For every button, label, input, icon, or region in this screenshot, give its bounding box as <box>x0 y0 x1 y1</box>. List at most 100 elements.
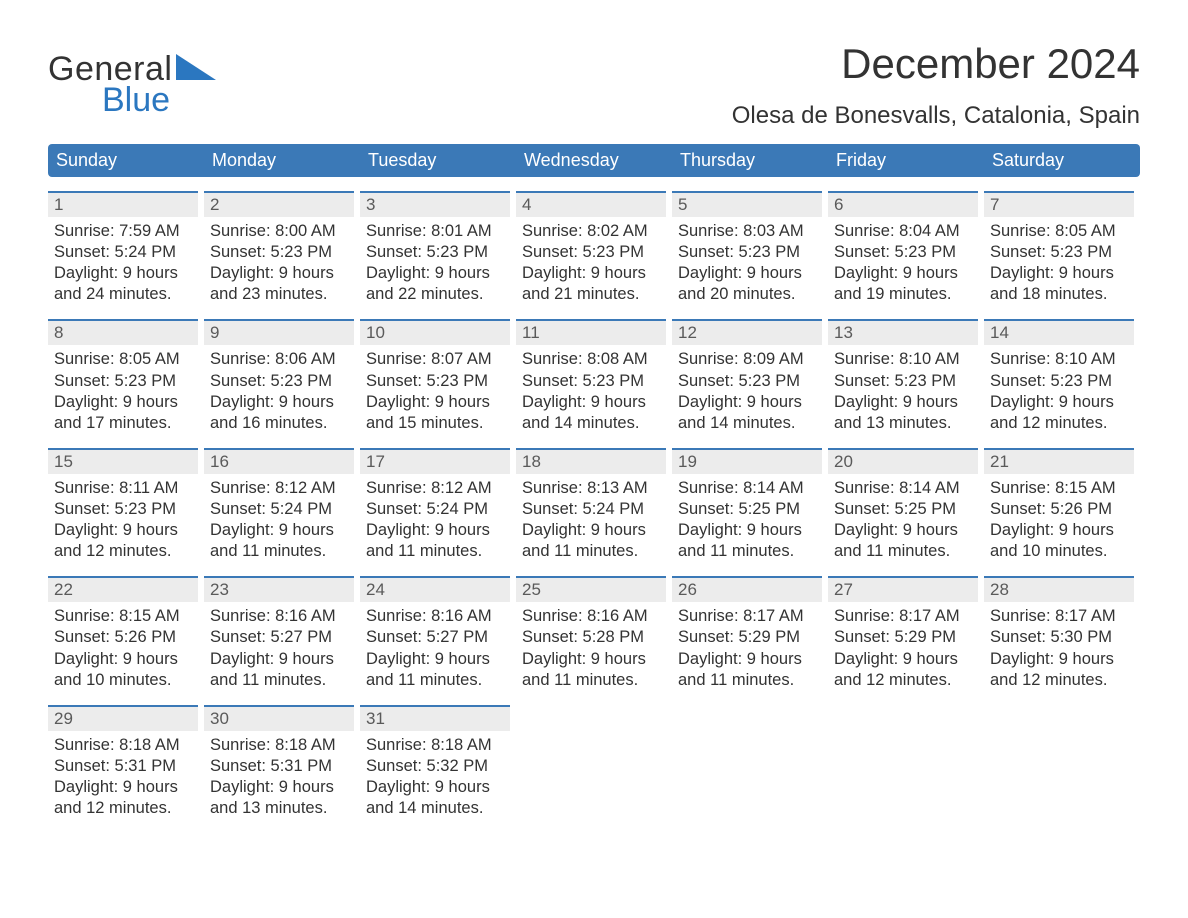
day-details: Sunrise: 8:10 AMSunset: 5:23 PMDaylight:… <box>828 345 978 433</box>
calendar-day: 10Sunrise: 8:07 AMSunset: 5:23 PMDayligh… <box>360 319 516 433</box>
sunset-text: Sunset: 5:32 PM <box>366 756 504 777</box>
sunrise-text: Sunrise: 8:05 AM <box>990 221 1128 242</box>
header: General Blue December 2024 Olesa de Bone… <box>48 40 1140 130</box>
calendar-day: 13Sunrise: 8:10 AMSunset: 5:23 PMDayligh… <box>828 319 984 433</box>
day-details: Sunrise: 8:01 AMSunset: 5:23 PMDaylight:… <box>360 217 510 305</box>
day-details: Sunrise: 8:17 AMSunset: 5:30 PMDaylight:… <box>984 602 1134 690</box>
sunrise-text: Sunrise: 8:06 AM <box>210 349 348 370</box>
calendar-day <box>828 705 984 819</box>
day-details: Sunrise: 8:16 AMSunset: 5:27 PMDaylight:… <box>204 602 354 690</box>
calendar-day: 24Sunrise: 8:16 AMSunset: 5:27 PMDayligh… <box>360 576 516 690</box>
daylight-text: Daylight: 9 hours <box>54 649 192 670</box>
day-details: Sunrise: 8:05 AMSunset: 5:23 PMDaylight:… <box>48 345 198 433</box>
sunset-text: Sunset: 5:23 PM <box>834 242 972 263</box>
day-details: Sunrise: 8:08 AMSunset: 5:23 PMDaylight:… <box>516 345 666 433</box>
daylight-text: and 20 minutes. <box>678 284 816 305</box>
daylight-text: Daylight: 9 hours <box>366 777 504 798</box>
day-details: Sunrise: 8:18 AMSunset: 5:31 PMDaylight:… <box>204 731 354 819</box>
calendar-day: 28Sunrise: 8:17 AMSunset: 5:30 PMDayligh… <box>984 576 1140 690</box>
daylight-text: Daylight: 9 hours <box>990 649 1128 670</box>
sunrise-text: Sunrise: 8:00 AM <box>210 221 348 242</box>
sunset-text: Sunset: 5:23 PM <box>678 371 816 392</box>
sunrise-text: Sunrise: 8:10 AM <box>834 349 972 370</box>
sunrise-text: Sunrise: 8:18 AM <box>366 735 504 756</box>
sunset-text: Sunset: 5:24 PM <box>54 242 192 263</box>
day-details: Sunrise: 8:18 AMSunset: 5:31 PMDaylight:… <box>48 731 198 819</box>
day-details: Sunrise: 8:14 AMSunset: 5:25 PMDaylight:… <box>672 474 822 562</box>
daylight-text: Daylight: 9 hours <box>54 263 192 284</box>
sunrise-text: Sunrise: 8:09 AM <box>678 349 816 370</box>
day-number: 10 <box>360 319 510 345</box>
calendar-day: 30Sunrise: 8:18 AMSunset: 5:31 PMDayligh… <box>204 705 360 819</box>
day-details: Sunrise: 8:04 AMSunset: 5:23 PMDaylight:… <box>828 217 978 305</box>
calendar-week: 1Sunrise: 7:59 AMSunset: 5:24 PMDaylight… <box>48 191 1140 305</box>
sunset-text: Sunset: 5:25 PM <box>834 499 972 520</box>
sunset-text: Sunset: 5:26 PM <box>54 627 192 648</box>
daylight-text: and 12 minutes. <box>834 670 972 691</box>
sunset-text: Sunset: 5:23 PM <box>210 242 348 263</box>
day-number: 21 <box>984 448 1134 474</box>
daylight-text: Daylight: 9 hours <box>210 263 348 284</box>
day-details: Sunrise: 8:06 AMSunset: 5:23 PMDaylight:… <box>204 345 354 433</box>
logo-triangle-icon <box>176 50 216 89</box>
day-number: 13 <box>828 319 978 345</box>
day-details: Sunrise: 8:03 AMSunset: 5:23 PMDaylight:… <box>672 217 822 305</box>
day-number: 27 <box>828 576 978 602</box>
calendar-day: 18Sunrise: 8:13 AMSunset: 5:24 PMDayligh… <box>516 448 672 562</box>
day-details: Sunrise: 8:12 AMSunset: 5:24 PMDaylight:… <box>204 474 354 562</box>
daylight-text: and 13 minutes. <box>210 798 348 819</box>
sunrise-text: Sunrise: 8:16 AM <box>522 606 660 627</box>
sunrise-text: Sunrise: 8:12 AM <box>366 478 504 499</box>
calendar-day: 8Sunrise: 8:05 AMSunset: 5:23 PMDaylight… <box>48 319 204 433</box>
sunset-text: Sunset: 5:25 PM <box>678 499 816 520</box>
calendar-day: 16Sunrise: 8:12 AMSunset: 5:24 PMDayligh… <box>204 448 360 562</box>
day-number: 12 <box>672 319 822 345</box>
day-number: 16 <box>204 448 354 474</box>
calendar-day: 5Sunrise: 8:03 AMSunset: 5:23 PMDaylight… <box>672 191 828 305</box>
daylight-text: Daylight: 9 hours <box>210 649 348 670</box>
day-number: 30 <box>204 705 354 731</box>
daylight-text: Daylight: 9 hours <box>54 392 192 413</box>
daylight-text: and 11 minutes. <box>834 541 972 562</box>
daylight-text: Daylight: 9 hours <box>210 777 348 798</box>
weekday-header: Wednesday <box>516 144 672 177</box>
page: General Blue December 2024 Olesa de Bone… <box>0 0 1188 918</box>
sunset-text: Sunset: 5:23 PM <box>366 242 504 263</box>
daylight-text: Daylight: 9 hours <box>54 777 192 798</box>
day-details: Sunrise: 8:15 AMSunset: 5:26 PMDaylight:… <box>984 474 1134 562</box>
calendar-day <box>672 705 828 819</box>
daylight-text: and 12 minutes. <box>54 798 192 819</box>
sunrise-text: Sunrise: 8:18 AM <box>210 735 348 756</box>
calendar-day <box>984 705 1140 819</box>
daylight-text: Daylight: 9 hours <box>54 520 192 541</box>
daylight-text: and 10 minutes. <box>54 670 192 691</box>
day-details: Sunrise: 8:17 AMSunset: 5:29 PMDaylight:… <box>828 602 978 690</box>
sunrise-text: Sunrise: 8:02 AM <box>522 221 660 242</box>
day-number: 31 <box>360 705 510 731</box>
calendar-day: 22Sunrise: 8:15 AMSunset: 5:26 PMDayligh… <box>48 576 204 690</box>
day-number: 28 <box>984 576 1134 602</box>
daylight-text: and 14 minutes. <box>522 413 660 434</box>
logo-text-2: Blue <box>48 81 170 120</box>
sunrise-text: Sunrise: 8:18 AM <box>54 735 192 756</box>
day-details: Sunrise: 8:12 AMSunset: 5:24 PMDaylight:… <box>360 474 510 562</box>
weekday-header: Tuesday <box>360 144 516 177</box>
day-details: Sunrise: 8:16 AMSunset: 5:27 PMDaylight:… <box>360 602 510 690</box>
calendar-day: 31 Sunrise: 8:18 AMSunset: 5:32 PMDayligh… <box>360 705 516 819</box>
daylight-text: and 11 minutes. <box>522 670 660 691</box>
sunrise-text: Sunrise: 8:17 AM <box>678 606 816 627</box>
weekday-header: Monday <box>204 144 360 177</box>
sunset-text: Sunset: 5:26 PM <box>990 499 1128 520</box>
calendar-week: 22Sunrise: 8:15 AMSunset: 5:26 PMDayligh… <box>48 576 1140 690</box>
sunrise-text: Sunrise: 8:03 AM <box>678 221 816 242</box>
daylight-text: Daylight: 9 hours <box>834 649 972 670</box>
daylight-text: and 12 minutes. <box>990 413 1128 434</box>
daylight-text: Daylight: 9 hours <box>834 263 972 284</box>
daylight-text: Daylight: 9 hours <box>678 392 816 413</box>
daylight-text: and 11 minutes. <box>366 670 504 691</box>
day-number: 17 <box>360 448 510 474</box>
weekday-header: Saturday <box>984 144 1140 177</box>
sunset-text: Sunset: 5:28 PM <box>522 627 660 648</box>
daylight-text: and 14 minutes. <box>366 798 504 819</box>
day-number: 9 <box>204 319 354 345</box>
